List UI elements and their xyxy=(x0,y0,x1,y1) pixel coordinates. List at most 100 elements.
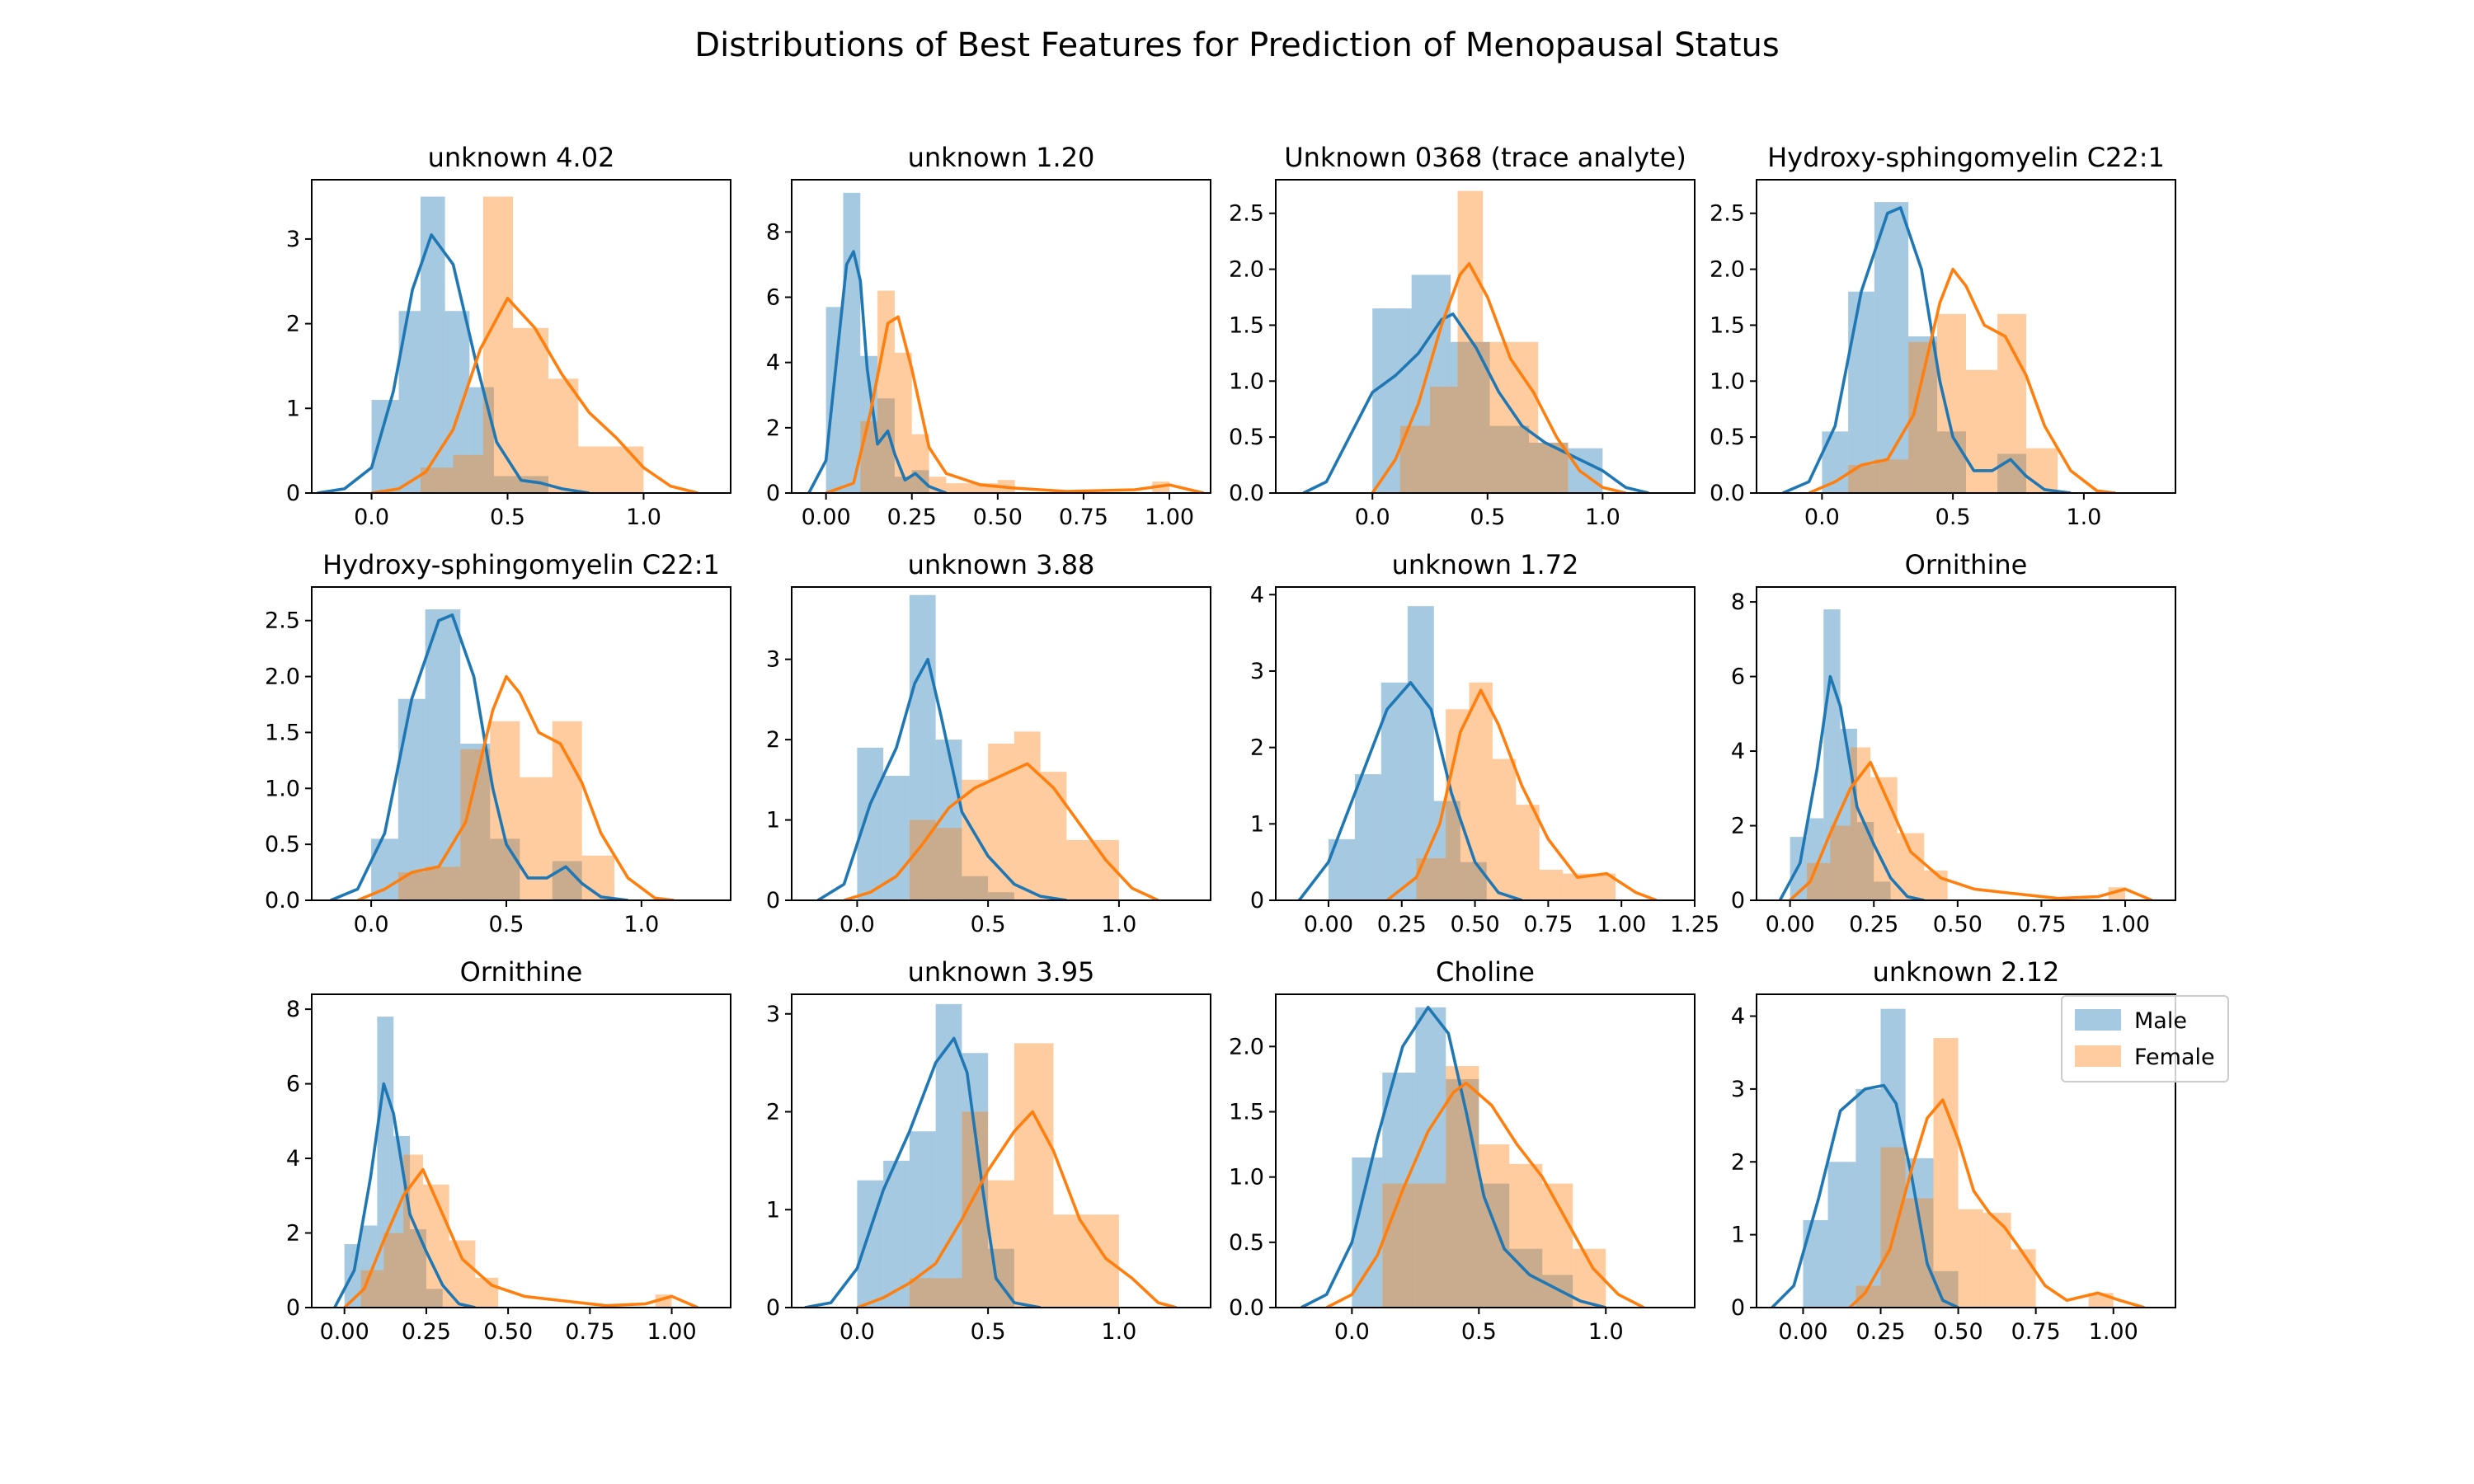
x-tick-label: 0.50 xyxy=(1933,912,1982,937)
x-tick-label: 1.00 xyxy=(1145,505,1194,530)
y-tick-label: 0.5 xyxy=(1229,425,1264,450)
histogram-bar-female xyxy=(403,1154,423,1308)
plot-area xyxy=(804,1003,1178,1308)
axes-frame xyxy=(1275,993,1696,1308)
subplot-title: Ornithine xyxy=(1905,549,2028,580)
legend-frame xyxy=(2061,995,2229,1082)
x-tick-label: 1.0 xyxy=(1588,1319,1624,1345)
histogram-bar-female xyxy=(1937,313,1966,493)
subplot-title: Hydroxy-sphingomyelin C22:1 xyxy=(1767,142,2165,173)
kde-line-female xyxy=(1325,1081,1645,1308)
x-tick-label: 0.0 xyxy=(840,912,875,937)
histogram-bar-male xyxy=(883,775,910,900)
axes-frame xyxy=(1756,179,2176,494)
y-tick-label: 1 xyxy=(286,396,300,421)
histogram-bar-male xyxy=(1542,1275,1573,1308)
histogram-bar-female xyxy=(1492,758,1517,900)
subplot-5: 0.0 0.5 1.0 0.0 0.5 1.0 1.5 2.0 2.5 Hydroxy-sphin… xyxy=(265,549,731,937)
x-tick-label: 0.75 xyxy=(1523,912,1573,937)
y-tick-label: 0 xyxy=(286,1295,300,1321)
subplot-title: unknown 1.20 xyxy=(908,142,1095,173)
x-tick-label: 0.50 xyxy=(973,505,1023,530)
plot-area xyxy=(1300,1006,1645,1308)
histogram-bar-female xyxy=(1469,682,1493,900)
axes-frame xyxy=(1756,993,2176,1308)
histogram-bar-female xyxy=(1539,869,1564,900)
subplot-title: Unknown 0368 (trace analyte) xyxy=(1284,142,1686,173)
x-tick-label: 0.75 xyxy=(2016,912,2066,937)
y-tick-label: 0.5 xyxy=(1229,1230,1264,1256)
y-tick-label: 6 xyxy=(766,285,780,311)
y-tick-label: 1.0 xyxy=(265,776,300,801)
y-tick-label: 2.0 xyxy=(1229,257,1264,283)
kde-line-male xyxy=(1302,312,1649,493)
axes-frame xyxy=(311,586,731,901)
histogram-bar-male xyxy=(857,747,884,900)
kde-line-female xyxy=(1808,267,2116,493)
x-tick-label: 0.5 xyxy=(1470,505,1505,530)
x-tick-label: 0.00 xyxy=(320,1319,369,1345)
y-tick-label: 0 xyxy=(766,1295,780,1321)
y-tick-label: 2.0 xyxy=(1229,1034,1264,1059)
y-tick-label: 2 xyxy=(286,1221,300,1247)
histogram-bar-male xyxy=(988,892,1014,900)
histogram-bar-female xyxy=(1966,369,1998,493)
legend: Male Female xyxy=(2061,995,2229,1082)
histogram-bar-male xyxy=(1937,431,1966,493)
x-tick-label: 0.00 xyxy=(1766,912,1815,937)
legend-label-female: Female xyxy=(2134,1045,2215,1070)
y-tick-label: 2 xyxy=(766,727,780,753)
axes-frame xyxy=(1275,586,1696,901)
plot-area xyxy=(1771,1008,2145,1308)
histogram-bar-female xyxy=(1874,459,1909,493)
histogram-bar-male xyxy=(371,838,398,900)
histogram-bar-female xyxy=(1446,1066,1479,1308)
y-tick-label: 2.0 xyxy=(265,665,300,690)
kde-line-male xyxy=(1782,206,2072,493)
x-tick-label: 1.00 xyxy=(1597,912,1646,937)
y-tick-label: 2 xyxy=(1731,1149,1745,1175)
plot-area xyxy=(333,1017,699,1308)
y-tick-label: 8 xyxy=(286,997,300,1022)
histogram-bar-male xyxy=(1856,822,1874,900)
histogram-bar-female xyxy=(1483,341,1511,493)
histogram-bar-female xyxy=(383,1233,404,1308)
histogram-bar-male xyxy=(962,876,989,900)
histogram-bar-male xyxy=(1874,881,1891,900)
kde-line-male xyxy=(330,613,628,900)
subplot-9: 0.00 0.25 0.50 0.75 1.00 0 2 4 6 8 Ornithine xyxy=(286,956,731,1345)
histogram-bar-male xyxy=(1840,728,1857,900)
y-tick-label: 2.0 xyxy=(1710,257,1745,283)
x-tick-label: 0.75 xyxy=(565,1319,614,1345)
kde-line-male xyxy=(333,1082,476,1308)
histogram-bar-male xyxy=(883,1160,910,1308)
kde-line-female xyxy=(825,315,1205,493)
histogram-bar-male xyxy=(843,192,861,493)
histogram-bar-female xyxy=(2026,448,2058,493)
histogram-bar-male xyxy=(894,477,912,493)
subplot-4: 0.0 0.5 1.0 0.0 0.5 1.0 1.5 2.0 2.5 Hydroxy-sphin… xyxy=(1710,142,2176,530)
y-tick-label: 1 xyxy=(766,808,780,834)
axes-frame xyxy=(791,179,1211,494)
kde-line-male xyxy=(1778,674,1925,900)
kde-line-female xyxy=(1371,262,1626,493)
x-tick-label: 1.0 xyxy=(626,505,661,530)
x-tick-label: 0.0 xyxy=(840,1319,875,1345)
y-tick-label: 1.5 xyxy=(1710,312,1745,338)
histogram-bar-male xyxy=(425,609,461,900)
figure-title: Distributions of Best Features for Predi… xyxy=(694,26,1779,64)
histogram-bar-female xyxy=(1415,1183,1446,1308)
histogram-bar-male xyxy=(494,476,521,493)
y-tick-label: 1 xyxy=(1250,811,1264,837)
histogram-bar-female xyxy=(909,1278,962,1308)
y-tick-label: 0 xyxy=(286,481,300,506)
histogram-bar-female xyxy=(1516,805,1540,900)
kde-line-male xyxy=(804,1036,1041,1308)
histogram-bar-female xyxy=(1958,1209,1983,1308)
histogram-bar-female xyxy=(578,446,644,493)
kde-line-female xyxy=(371,297,698,493)
y-tick-label: 0 xyxy=(766,481,780,506)
